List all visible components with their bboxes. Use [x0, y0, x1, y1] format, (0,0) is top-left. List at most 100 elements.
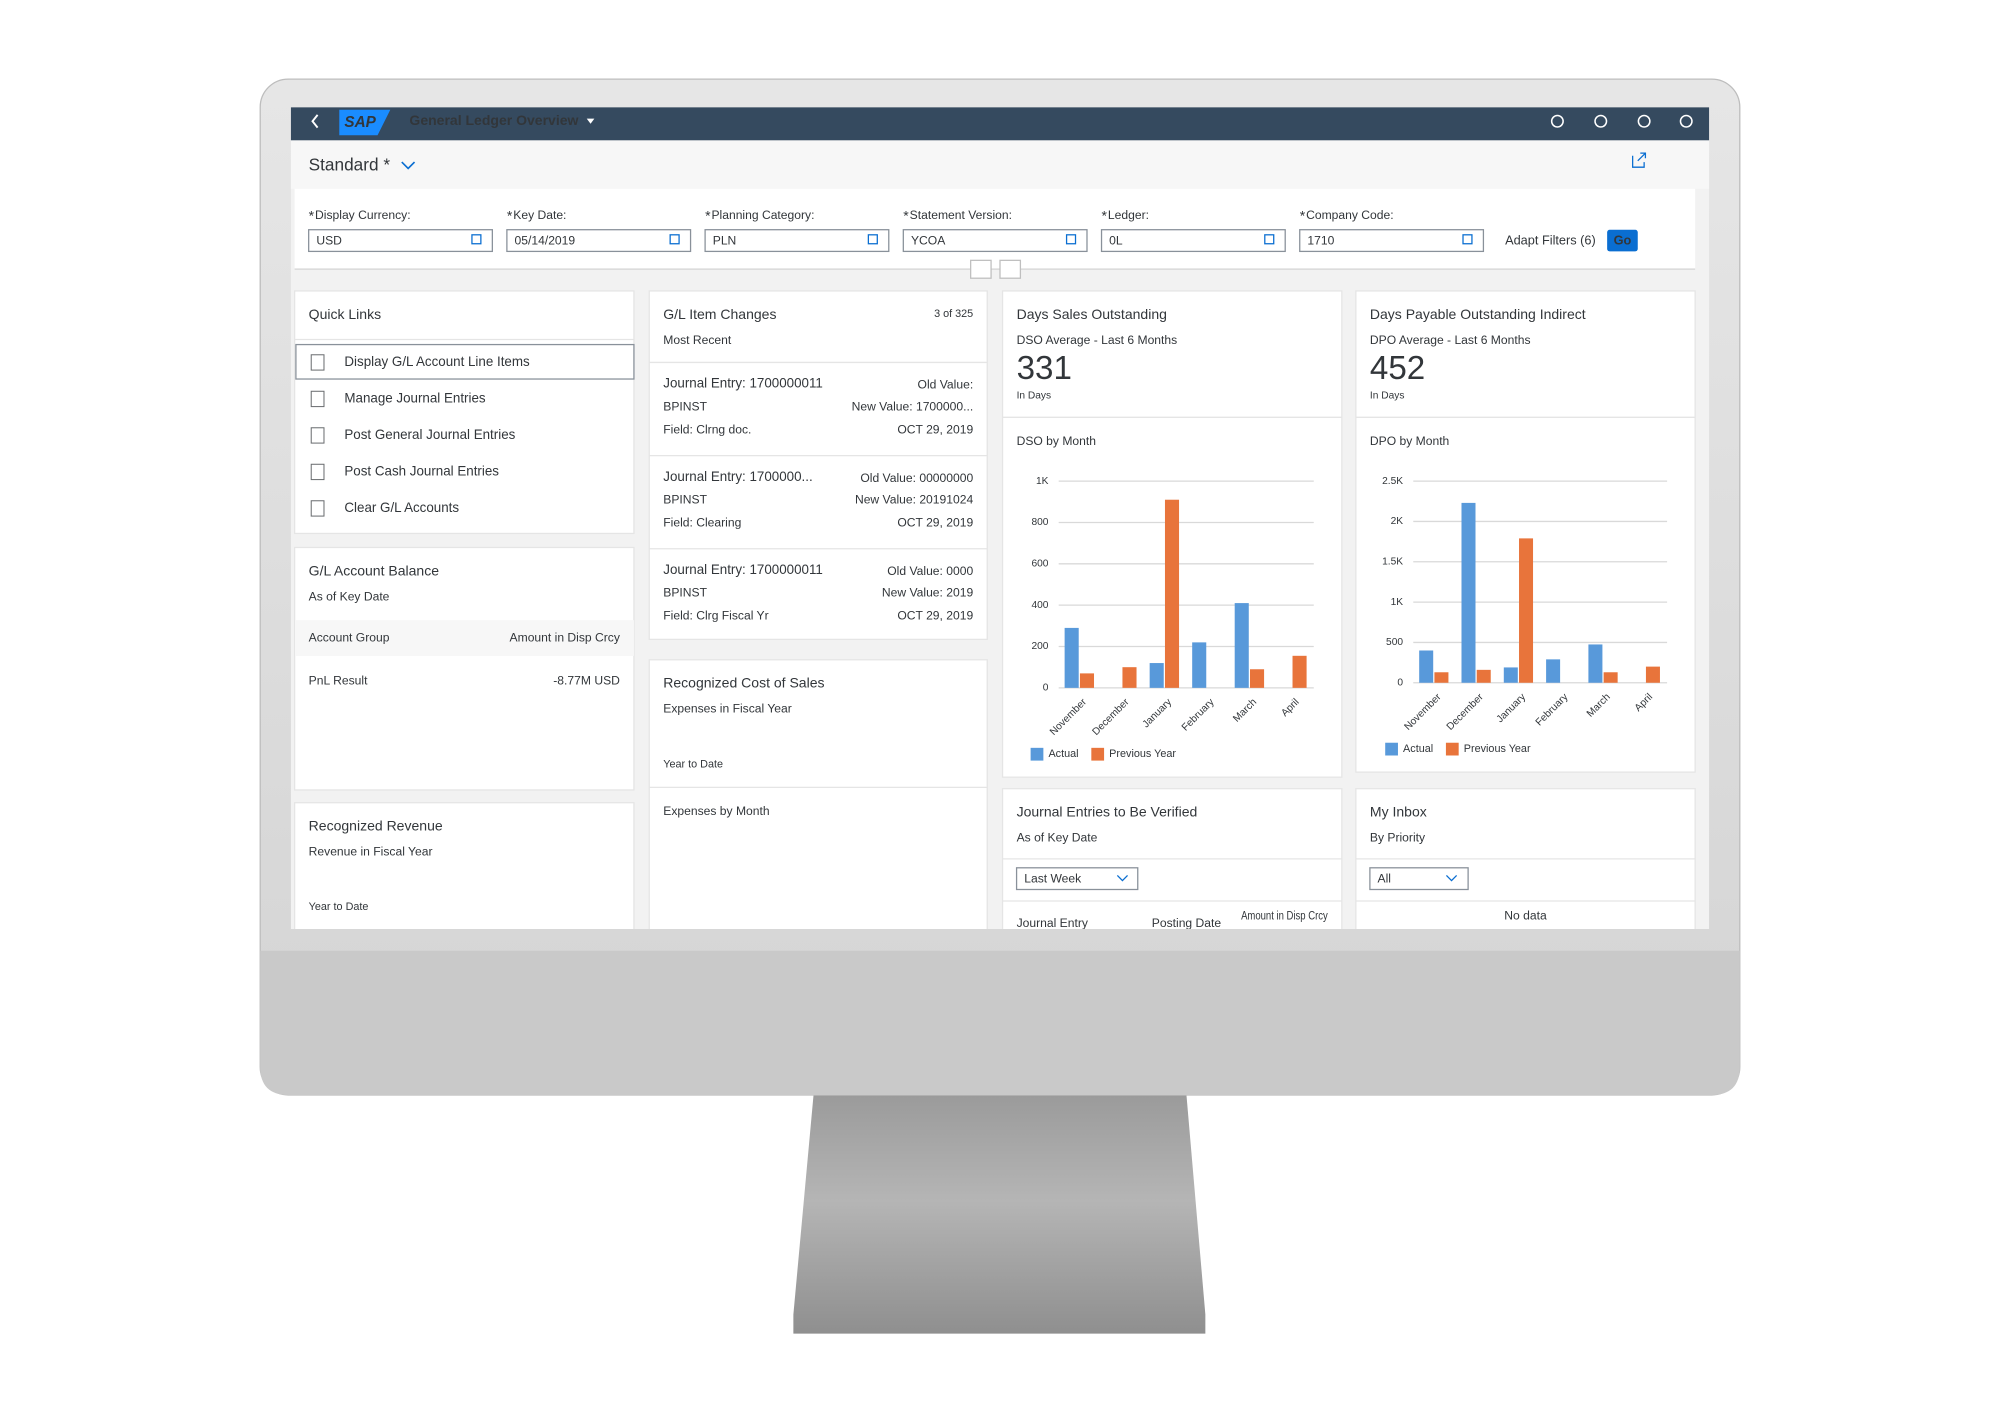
link-icon: [310, 463, 325, 481]
select-box[interactable]: [1015, 867, 1139, 891]
filter-label: Key Date:: [513, 208, 566, 222]
selected-item: [295, 343, 635, 380]
entry-user: BPINST: [663, 492, 707, 506]
user-icon[interactable]: [1679, 114, 1693, 128]
variant-name[interactable]: Standard *: [309, 154, 391, 174]
card-title[interactable]: Quick Links: [309, 306, 381, 322]
search-icon[interactable]: [1550, 114, 1564, 128]
filter-value[interactable]: 1710: [1307, 233, 1334, 247]
card-title[interactable]: G/L Item Changes: [663, 306, 776, 322]
quick-link[interactable]: Clear G/L Accounts: [344, 500, 459, 515]
card-title[interactable]: Journal Entries to Be Verified: [1017, 804, 1198, 820]
monitor-chin: [260, 950, 1740, 1095]
card-title[interactable]: Recognized Cost of Sales: [663, 675, 824, 691]
required-mark: *: [705, 208, 711, 224]
notification-icon[interactable]: [1637, 114, 1651, 128]
value-help-icon: [669, 234, 680, 245]
card-subtitle: DPO Average - Last 6 Months: [1370, 333, 1531, 347]
legend-swatch: [1385, 742, 1398, 756]
back-button[interactable]: [311, 114, 319, 129]
entry-user: BPINST: [663, 586, 707, 600]
card-title[interactable]: Days Sales Outstanding: [1017, 306, 1167, 322]
filter-input[interactable]: [902, 229, 1088, 253]
card: [294, 802, 635, 930]
filter-label: Ledger:: [1108, 208, 1149, 222]
bar: [1149, 663, 1164, 688]
entry-field: Field: Clrg Fiscal Yr: [663, 609, 768, 623]
card-title[interactable]: My Inbox: [1370, 804, 1427, 820]
bar: [1122, 667, 1137, 688]
entry-title[interactable]: Journal Entry: 1700000...: [663, 469, 812, 484]
filter-value[interactable]: YCOA: [911, 233, 946, 247]
legend-label: Actual: [1048, 748, 1078, 760]
card-title[interactable]: Days Payable Outstanding Indirect: [1370, 306, 1586, 322]
bar: [1645, 666, 1660, 683]
y-tick-label: 2K: [1391, 516, 1404, 527]
quick-link[interactable]: Manage Journal Entries: [344, 390, 486, 405]
pin-button[interactable]: [999, 259, 1022, 279]
filter-input[interactable]: [1299, 229, 1485, 253]
collapse-button[interactable]: [970, 259, 992, 279]
card: [648, 290, 988, 641]
go-button[interactable]: [1607, 229, 1638, 252]
adapt-filters-link[interactable]: Adapt Filters (6): [1505, 233, 1596, 248]
quick-link[interactable]: Display G/L Account Line Items: [344, 354, 530, 369]
filter-value[interactable]: 05/14/2019: [515, 233, 576, 247]
legend-swatch: [1030, 747, 1044, 761]
y-tick-label: 1K: [1036, 476, 1049, 487]
bar: [1079, 673, 1095, 688]
link-icon: [310, 390, 325, 408]
quick-link[interactable]: Post Cash Journal Entries: [344, 463, 499, 478]
y-tick-label: 500: [1386, 637, 1403, 648]
kpi-value: 331: [1017, 350, 1072, 387]
filter-input[interactable]: [506, 229, 692, 253]
legend-swatch: [1445, 742, 1459, 756]
card: [1355, 290, 1696, 773]
old-value: Old Value: 0000: [887, 564, 973, 578]
entry-title[interactable]: Journal Entry: 1700000011: [663, 562, 823, 577]
card-subtitle: Revenue in Fiscal Year: [309, 845, 433, 859]
y-tick-label: 800: [1031, 517, 1048, 528]
filter-value[interactable]: PLN: [713, 233, 737, 247]
select-box[interactable]: [1369, 867, 1469, 891]
bar: [1292, 655, 1307, 688]
filter-value[interactable]: 0L: [1109, 233, 1123, 247]
y-tick-label: 1.5K: [1382, 556, 1403, 567]
filter-input[interactable]: [308, 229, 493, 253]
card-title[interactable]: Recognized Revenue: [309, 818, 443, 834]
filter-input[interactable]: [704, 229, 890, 253]
filter-input[interactable]: [1100, 229, 1286, 253]
new-value: New Value: 2019: [882, 586, 974, 600]
entry-title[interactable]: Journal Entry: 1700000011: [663, 376, 823, 391]
y-tick-label: 0: [1397, 677, 1403, 688]
bar: [1461, 502, 1476, 683]
bar: [1476, 669, 1491, 683]
bar: [1588, 644, 1603, 683]
table-header: [295, 620, 634, 656]
filter-value[interactable]: USD: [316, 233, 342, 247]
value-help-icon: [471, 234, 482, 245]
entry-user: BPINST: [663, 399, 707, 413]
go-button-label[interactable]: Go: [1614, 233, 1632, 248]
select-value[interactable]: All: [1378, 871, 1391, 885]
select-value[interactable]: Last Week: [1024, 871, 1082, 885]
help-icon[interactable]: [1594, 114, 1608, 128]
legend-label: Actual: [1403, 743, 1433, 755]
link-icon: [310, 427, 325, 444]
quick-link[interactable]: Post General Journal Entries: [344, 427, 515, 442]
bar: [1250, 669, 1265, 688]
app-title[interactable]: General Ledger Overview: [409, 112, 578, 128]
card-title[interactable]: G/L Account Balance: [309, 562, 440, 578]
required-mark: *: [903, 208, 909, 224]
entry-field: Field: Clrng doc.: [663, 422, 751, 436]
share-icon[interactable]: [1632, 152, 1647, 168]
bar: [1503, 667, 1518, 683]
monitor-stand: [793, 1092, 1206, 1334]
variant-caret[interactable]: [401, 161, 416, 170]
link-icon: [310, 500, 325, 517]
bar: [1546, 659, 1561, 683]
shell-bar: [290, 107, 1710, 141]
card-footer: Year to Date: [663, 758, 723, 770]
card-subtitle: As of Key Date: [309, 589, 390, 603]
